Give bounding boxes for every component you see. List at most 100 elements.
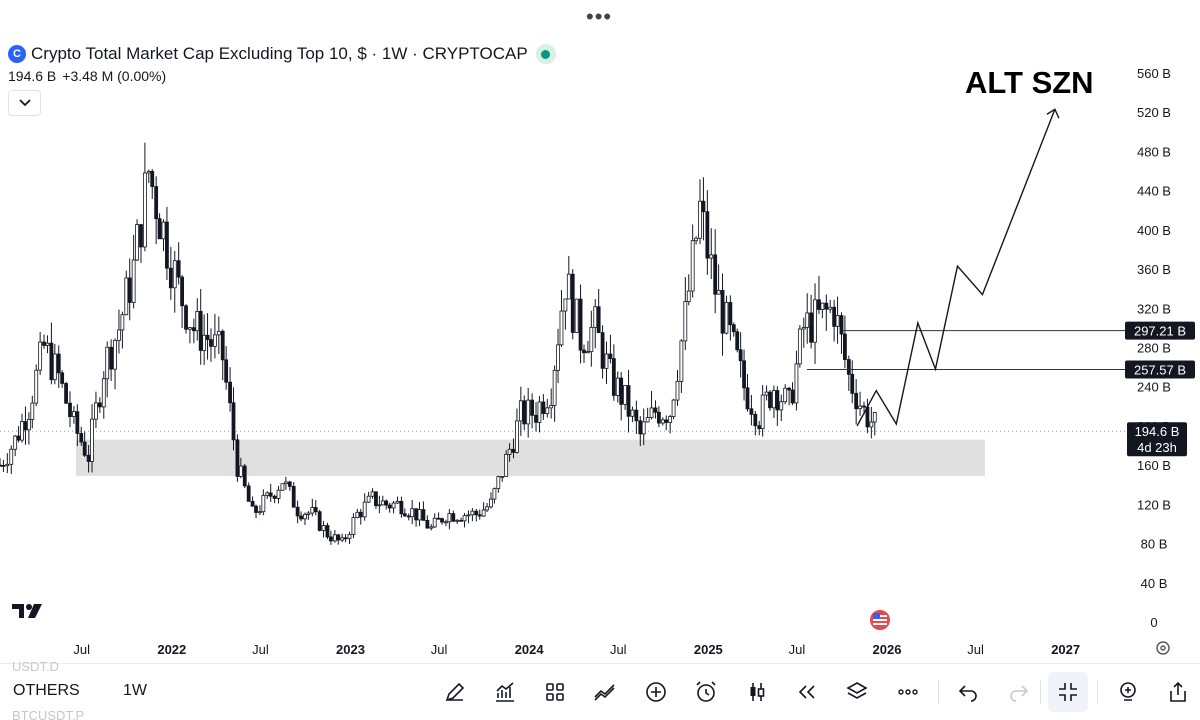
candle-body xyxy=(303,514,307,520)
y-tick-label: 80 B xyxy=(1141,537,1168,552)
candle-body xyxy=(358,511,363,518)
candle-body xyxy=(79,433,84,443)
indicators-button[interactable] xyxy=(491,678,519,706)
candle-body xyxy=(552,369,557,406)
candle-body xyxy=(526,399,531,425)
candle-body xyxy=(619,377,624,405)
price-chart[interactable]: ALT SZN 560 B 520 B 480 B 440 B 400 B 360 B 32… xyxy=(0,0,1200,663)
candle-body xyxy=(835,315,840,327)
zoom-plus-icon xyxy=(1120,682,1136,701)
candle-body xyxy=(191,327,196,332)
x-tick-label: 2025 xyxy=(694,642,723,657)
candle-body xyxy=(332,534,337,542)
candle-body xyxy=(20,421,24,441)
candle-body xyxy=(246,485,251,502)
candle-body xyxy=(417,509,422,521)
projection-path xyxy=(856,109,1056,427)
candle-body xyxy=(608,353,613,359)
candle-body xyxy=(522,400,527,425)
candle-body xyxy=(745,387,750,410)
candle-body xyxy=(387,504,392,509)
candle-body xyxy=(168,267,173,289)
layout-button[interactable] xyxy=(541,678,569,706)
chart-legend: C Crypto Total Market Cap Excluding Top … xyxy=(8,42,556,84)
candle-body xyxy=(504,454,509,477)
settings-gear-icon[interactable] xyxy=(1156,641,1170,655)
candle-body xyxy=(574,298,579,333)
candle-body xyxy=(735,331,740,351)
candle-body xyxy=(563,298,568,312)
candle-body xyxy=(238,465,243,477)
layers-button[interactable] xyxy=(843,678,871,706)
interval-selector[interactable]: 1W xyxy=(123,682,147,699)
ghost-symbol-top[interactable]: USDT.D xyxy=(12,659,59,674)
candle-body xyxy=(202,334,207,351)
candle-body xyxy=(724,302,729,334)
candle-body xyxy=(124,277,129,316)
candle-body xyxy=(459,519,464,522)
zoom-button[interactable] xyxy=(1114,678,1142,706)
candle-body xyxy=(462,515,467,522)
share-button[interactable] xyxy=(1164,678,1192,706)
candle-body xyxy=(537,401,542,423)
candle-body xyxy=(716,289,721,295)
candle-body xyxy=(142,172,147,248)
window-menu-dots[interactable]: ••• xyxy=(586,4,613,29)
toolbar-separator xyxy=(1040,680,1041,704)
candle-body xyxy=(161,221,166,240)
candle-body xyxy=(797,328,802,365)
undo-button[interactable] xyxy=(954,678,982,706)
collapse-legend-button[interactable] xyxy=(8,90,41,116)
candles xyxy=(0,142,877,545)
candle-body xyxy=(698,200,702,239)
chart-type-button[interactable] xyxy=(743,678,771,706)
replay-button[interactable] xyxy=(793,678,821,706)
candle-body xyxy=(295,506,300,517)
candle-body xyxy=(846,359,851,375)
candle-body xyxy=(351,517,356,535)
us-flag-icon[interactable] xyxy=(868,608,892,632)
alert-button[interactable] xyxy=(692,678,720,706)
candle-body xyxy=(779,401,784,411)
exit-fullscreen-button[interactable] xyxy=(1048,672,1088,712)
symbol-name[interactable]: OTHERS xyxy=(13,682,80,699)
y-tick-label: 240 B xyxy=(1137,380,1171,395)
candle-body xyxy=(534,414,538,423)
compare-button[interactable] xyxy=(591,678,619,706)
market-open-icon xyxy=(535,44,556,64)
candlestick-icon xyxy=(750,683,765,701)
redo-button[interactable] xyxy=(1005,678,1033,706)
candle-body xyxy=(604,353,609,369)
candle-body xyxy=(705,211,710,259)
candle-body xyxy=(679,340,684,382)
candle-body xyxy=(23,421,28,431)
candle-body xyxy=(272,495,277,499)
candle-body xyxy=(406,515,411,518)
candle-body xyxy=(518,400,523,422)
y-tick-label: 520 B xyxy=(1137,105,1171,120)
candle-body xyxy=(728,302,733,326)
candle-body xyxy=(395,500,400,504)
ghost-symbol-bottom[interactable]: BTCUSDT.P xyxy=(12,708,85,720)
more-button[interactable] xyxy=(894,678,922,706)
candle-body xyxy=(72,411,76,417)
candle-body xyxy=(582,349,586,354)
candle-body xyxy=(485,506,489,511)
candle-body xyxy=(653,407,658,413)
candle-body xyxy=(60,372,65,384)
candle-body xyxy=(820,302,825,310)
add-button[interactable] xyxy=(642,678,670,706)
candle-body xyxy=(362,501,367,518)
candle-body xyxy=(56,353,61,374)
candle-body xyxy=(250,500,255,507)
x-tick-label: 2024 xyxy=(515,642,545,657)
candle-body xyxy=(638,420,643,435)
candle-body xyxy=(507,448,512,455)
candle-body xyxy=(720,289,725,334)
draw-tool-button[interactable] xyxy=(441,678,469,706)
candle-body xyxy=(291,485,296,508)
candle-body xyxy=(549,404,554,409)
candle-body xyxy=(52,353,57,381)
countdown-text: 4d 23h xyxy=(1137,440,1177,455)
x-tick-label: 2027 xyxy=(1051,642,1080,657)
